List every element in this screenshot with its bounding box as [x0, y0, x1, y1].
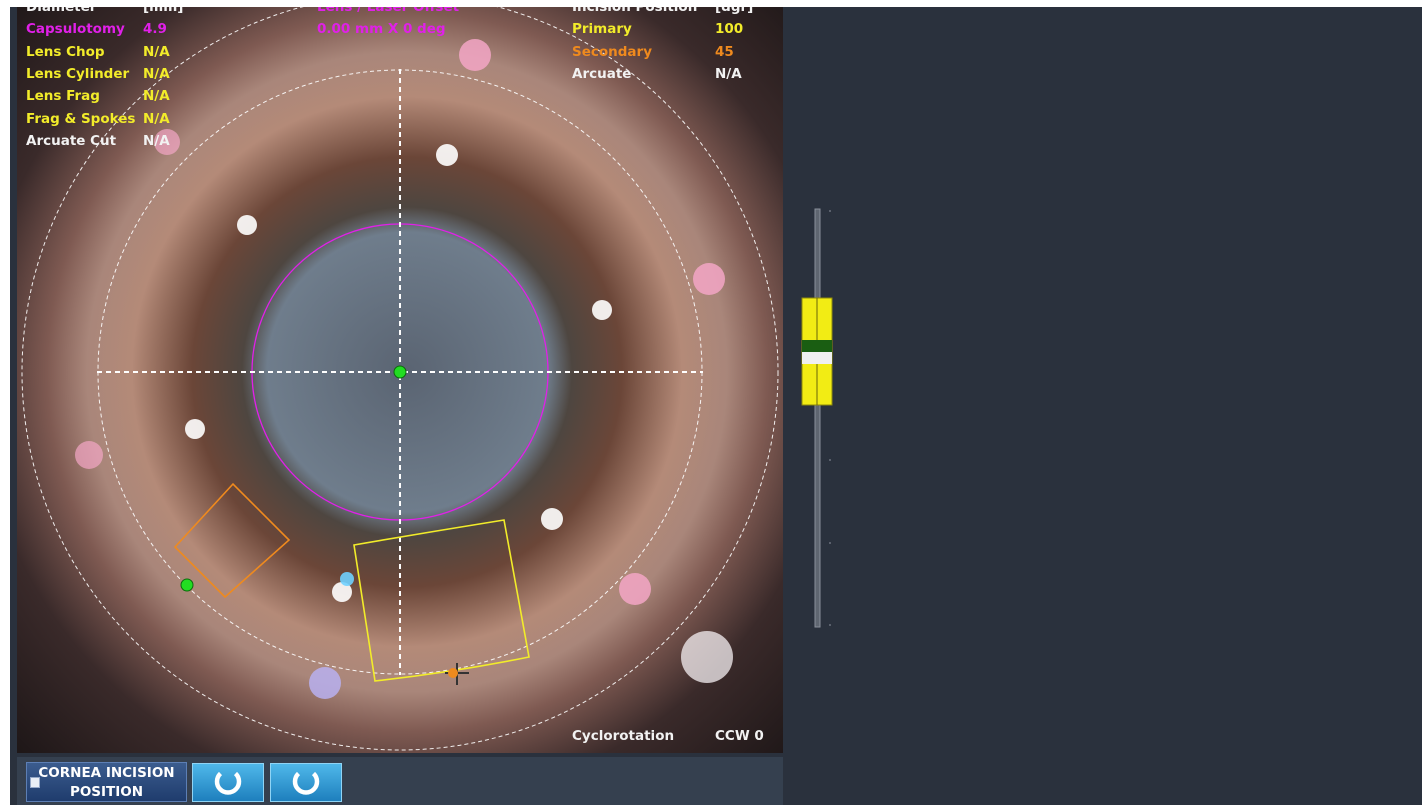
capsulotomy-value: 4.9	[143, 21, 167, 37]
reflection	[592, 300, 612, 320]
secondary-incision-marker[interactable]	[173, 482, 291, 599]
outer-limbus-ring	[21, 7, 779, 751]
arcuate-cut-label: Arcuate Cut	[26, 133, 117, 149]
lens-cylinder-label: Lens Cylinder	[26, 66, 130, 82]
offset-value: 0.00 mm X 0 deg	[317, 21, 446, 37]
lens-frag-label: Lens Frag	[26, 88, 100, 104]
slider-thumb-green-band	[802, 340, 832, 352]
diameter-header: Diameter	[26, 7, 97, 15]
secondary-incision-handle[interactable]	[180, 578, 194, 592]
secondary-label: Secondary	[572, 44, 652, 60]
rotate-cw-icon	[292, 771, 320, 795]
lens-frag-value: N/A	[143, 88, 170, 104]
primary-label: Primary	[572, 21, 632, 37]
cornea-incision-label-line2: POSITION	[69, 784, 144, 800]
reflection	[619, 573, 651, 605]
reflection	[459, 39, 491, 71]
lens-cylinder-value: N/A	[143, 66, 170, 82]
reflection	[154, 129, 180, 155]
lens-chop-value: N/A	[143, 44, 170, 60]
cyclorotation-label: Cyclorotation	[572, 728, 675, 744]
checkbox-icon[interactable]	[30, 777, 40, 788]
reflection	[309, 667, 341, 699]
primary-incision-marker[interactable]	[353, 519, 530, 682]
rotate-ccw-icon	[214, 771, 242, 795]
slider-thumb-white-band	[802, 352, 832, 364]
left-edge	[0, 7, 10, 805]
frag-spokes-label: Frag & Spokes	[26, 111, 136, 127]
primary-incision-handle[interactable]	[445, 663, 469, 685]
lens-chop-label: Lens Chop	[26, 44, 105, 60]
arcuate-label: Arcuate	[572, 66, 632, 82]
slider-track	[814, 208, 821, 628]
reflection	[436, 144, 458, 166]
frag-spokes-value: N/A	[143, 111, 170, 127]
rotate-ccw-button[interactable]	[192, 763, 264, 802]
primary-value: 100	[715, 21, 744, 37]
eye-overlay-graphics[interactable]	[17, 7, 783, 753]
incision-position-header: Incision Position	[572, 7, 698, 15]
depth-slider[interactable]	[795, 205, 895, 645]
center-marker[interactable]	[393, 365, 407, 379]
cornea-incision-position-button[interactable]: CORNEA INCISION POSITION	[26, 762, 187, 802]
cyclorotation-value: CCW 0	[715, 728, 764, 744]
reflection	[332, 582, 352, 602]
reflection	[237, 215, 257, 235]
eye-camera-view[interactable]: Diameter [mm] Capsulotomy 4.9 Lens Chop …	[17, 7, 783, 753]
reflection	[693, 263, 725, 295]
reflection	[75, 441, 103, 469]
reflection	[340, 572, 354, 586]
arcuate-value: N/A	[715, 66, 742, 82]
offset-header: Lens / Laser Offset	[317, 7, 460, 15]
reflection	[185, 419, 205, 439]
capsulotomy-label: Capsulotomy	[26, 21, 125, 37]
right-panel	[783, 7, 1422, 805]
incision-position-unit: [dgr]	[715, 7, 754, 15]
secondary-value: 45	[715, 44, 734, 60]
top-strip	[0, 0, 1422, 7]
diameter-unit: [mm]	[143, 7, 184, 15]
arcuate-cut-value: N/A	[143, 133, 170, 149]
reflection	[681, 631, 733, 683]
cornea-incision-label-line1: CORNEA INCISION	[38, 765, 175, 781]
rotate-cw-button[interactable]	[270, 763, 342, 802]
reflection	[541, 508, 563, 530]
